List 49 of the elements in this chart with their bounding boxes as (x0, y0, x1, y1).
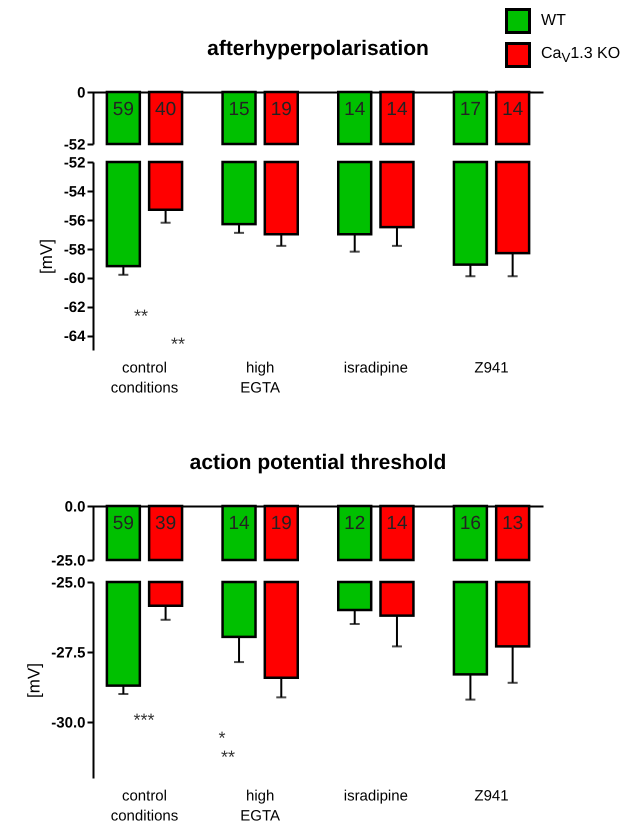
annotation: 40 (155, 99, 176, 120)
y-tick-label: 0 (77, 84, 86, 102)
annotation: 14 (344, 99, 366, 120)
x-tick-label: high EGTA (240, 788, 280, 824)
y-tick-label: -64 (64, 328, 86, 346)
y-tick-label: -54 (64, 183, 86, 200)
annotation: 14 (502, 99, 524, 120)
x-tick-label: control conditions (110, 360, 178, 396)
chart-title: action potential threshold (190, 451, 446, 474)
annotation: ** (220, 747, 236, 767)
chart-title: afterhyperpolarisation (207, 37, 429, 60)
annotation: * (218, 728, 226, 748)
annotation: 15 (228, 99, 250, 120)
y-tick-label: -27.5 (51, 644, 86, 662)
annotation: 13 (502, 513, 524, 534)
annotation: 19 (270, 513, 292, 534)
annotation: 14 (228, 513, 250, 534)
y-tick-label: -60 (64, 270, 86, 288)
y-tick-label: -62 (64, 299, 86, 316)
y-tick-label: -25.0 (51, 552, 86, 570)
y-axis-title: [mV] (36, 239, 56, 274)
y-tick-label: -56 (64, 212, 86, 230)
annotation: 59 (112, 99, 134, 120)
legend-label: Ca$_{V}$1.3 KO (541, 44, 620, 66)
annotation: 12 (344, 513, 366, 534)
x-tick-label: isradipine (344, 788, 408, 804)
annotation: 16 (460, 513, 481, 534)
annotation: *** (133, 710, 155, 730)
y-tick-label: -52 (64, 136, 86, 154)
annotation: 14 (386, 99, 408, 120)
y-axis-title: [mV] (24, 663, 44, 698)
y-tick-label: -30.0 (51, 714, 86, 732)
x-tick-label: Z941 (474, 788, 509, 804)
y-tick-label: 0.0 (64, 498, 86, 516)
y-tick-label: -25.0 (51, 574, 86, 592)
annotation: 19 (270, 99, 292, 120)
annotation: ** (170, 334, 186, 354)
y-tick-label: -58 (64, 241, 86, 258)
legend-label: WT (541, 12, 566, 30)
annotation: ** (134, 306, 148, 326)
x-tick-label: Z941 (474, 360, 509, 376)
x-tick-label: isradipine (344, 360, 408, 376)
annotation: 17 (460, 99, 481, 120)
annotation: 39 (155, 513, 176, 534)
annotation: 59 (112, 513, 134, 534)
x-tick-label: high EGTA (240, 360, 280, 396)
x-tick-label: control conditions (110, 788, 178, 824)
y-tick-label: -52 (64, 154, 86, 172)
annotation: 14 (386, 513, 408, 534)
